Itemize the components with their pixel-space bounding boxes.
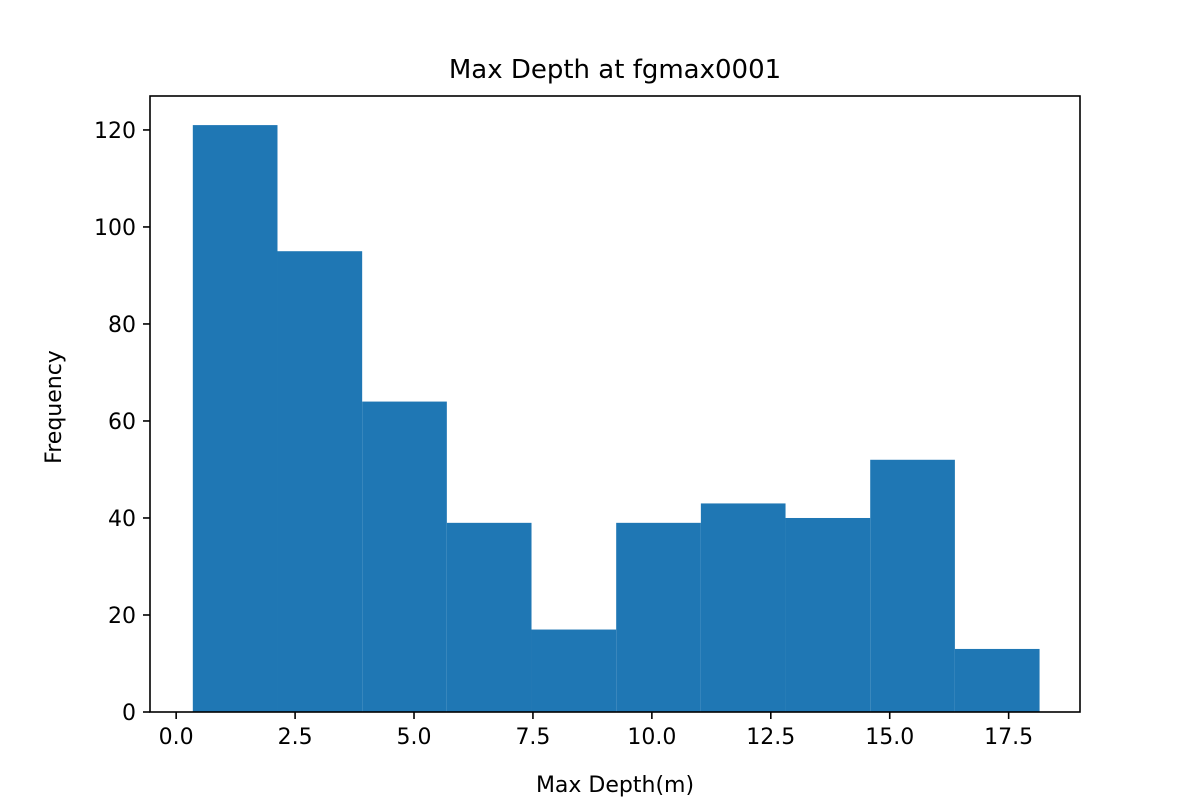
y-axis-label: Frequency [42,350,67,464]
histogram-bar-1 [192,125,278,713]
x-axis: 0.0 2.5 5.0 7.5 10.0 12.5 15.0 17.5 [159,712,1033,750]
histogram-bar-7 [700,503,786,712]
y-tick-label: 0 [122,701,136,726]
x-tick-label: 5.0 [397,725,432,750]
histogram-bar-3 [362,401,447,712]
x-tick-label: 15.0 [865,725,914,750]
x-tick-label: 10.0 [627,725,676,750]
histogram-bar-5 [531,629,617,712]
y-tick-label: 100 [94,216,136,241]
histogram-bar-10 [954,648,1040,712]
x-tick-label: 2.5 [278,725,313,750]
y-tick-label: 20 [108,604,136,629]
plot-frame [149,95,1081,713]
y-tick-label: 120 [94,119,136,144]
x-tick-label: 17.5 [984,725,1033,750]
chart-title: Max Depth at fgmax0001 [449,55,781,85]
histogram-bar-6 [616,522,701,712]
y-axis: 0 20 40 60 80 100 120 [94,119,150,726]
histogram-bar-8 [785,517,871,712]
y-tick-label: 60 [108,410,136,435]
x-tick-label: 0.0 [159,725,194,750]
y-tick-label: 80 [108,313,136,338]
x-tick-label: 7.5 [515,725,550,750]
histogram-bar-9 [870,459,955,712]
histogram-bars [192,125,1040,713]
histogram-bar-4 [446,522,532,712]
histogram-bar-2 [277,251,363,713]
y-tick-label: 40 [108,507,136,532]
x-tick-label: 12.5 [746,725,795,750]
x-axis-label: Max Depth(m) [536,773,694,798]
